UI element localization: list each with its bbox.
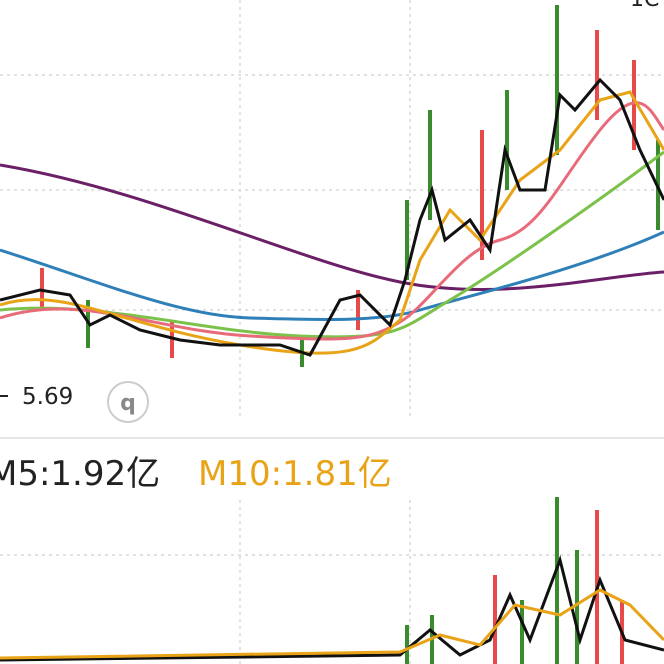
volume-bar [493, 575, 497, 664]
candle [480, 130, 484, 260]
volume [0, 497, 664, 664]
ma-line [0, 163, 664, 291]
candle [428, 110, 432, 220]
candles [40, 5, 660, 367]
volume-bar [555, 497, 559, 664]
candle [505, 90, 509, 190]
volume-bar [575, 550, 579, 664]
volume-ma5-label: M5:1.92亿 [0, 454, 160, 494]
volume-ma [0, 588, 664, 660]
candle [555, 5, 559, 155]
candle [595, 30, 599, 120]
ma-line [0, 101, 664, 341]
price-label: 1C [630, 0, 659, 12]
search-button[interactable] [107, 381, 149, 423]
volume-ma10-label: M10:1.81亿 [198, 454, 392, 494]
low-price-label: 5.69 [22, 384, 73, 410]
volume-bar [405, 625, 409, 664]
candle [40, 268, 44, 308]
ma-line [0, 77, 664, 357]
moving-averages [0, 77, 664, 357]
ma-line [0, 90, 664, 355]
ma-line [0, 230, 664, 322]
candle [632, 60, 636, 150]
volume-bar [520, 600, 524, 664]
volume-ma [0, 554, 664, 662]
candle [405, 200, 409, 280]
candle [356, 290, 360, 330]
ma-line [0, 150, 664, 339]
search-icon-label[interactable]: q [120, 391, 136, 416]
